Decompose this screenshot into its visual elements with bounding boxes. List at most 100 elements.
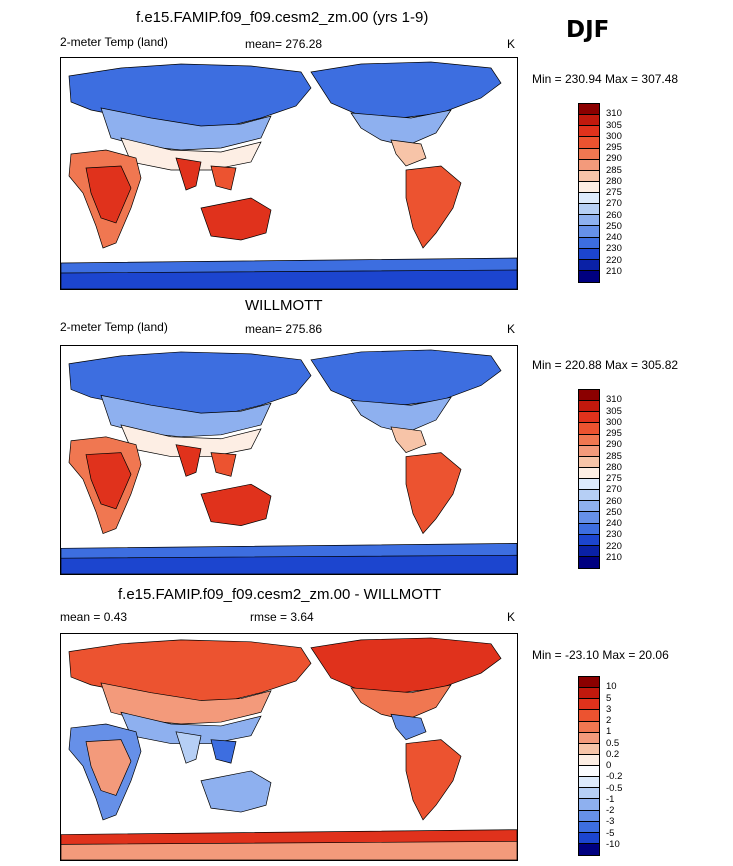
colorbar-swatch [579, 512, 599, 524]
colorbar-level-label: 305 [606, 119, 622, 131]
panel-2-minmax: Min = 220.88 Max = 305.82 [532, 358, 679, 372]
colorbar-swatch [579, 434, 599, 446]
colorbar-swatch [579, 754, 599, 766]
colorbar-swatch [579, 732, 599, 744]
colorbar-swatch [579, 501, 599, 513]
colorbar-swatch [579, 423, 599, 435]
colorbar-level-label: 0.2 [606, 748, 620, 760]
colorbar-swatch [579, 390, 599, 402]
colorbar-swatch [579, 137, 599, 149]
land-region [350, 396, 452, 434]
land-region [390, 713, 427, 741]
colorbar-swatch [579, 270, 599, 282]
land-region [120, 711, 262, 744]
land-region [85, 739, 132, 796]
land-region [350, 109, 452, 147]
colorbar-level-label: 5 [606, 692, 612, 704]
land-region [175, 444, 202, 477]
colorbar-level-label: 285 [606, 164, 622, 176]
colorbar-level-label: 290 [606, 439, 622, 451]
colorbar-level-label: -3 [606, 816, 615, 828]
land-region [310, 61, 502, 119]
colorbar-level-label: 270 [606, 484, 622, 496]
panel-1-units: K [507, 37, 516, 51]
colorbar-level-label: 220 [606, 540, 622, 552]
colorbar-level-label: 280 [606, 175, 622, 187]
colorbar-level-label: -1 [606, 793, 615, 805]
colorbar-swatch [579, 445, 599, 457]
colorbar-level-label: 230 [606, 243, 622, 255]
colorbar-swatch [579, 215, 599, 227]
colorbar-swatch [579, 412, 599, 424]
colorbar-swatch [579, 193, 599, 205]
colorbar-level-label: -0.5 [606, 782, 623, 794]
panel-1-mean-label: mean= 276.28 [245, 37, 323, 51]
colorbar-swatch [579, 204, 599, 216]
colorbar-level-label: 3 [606, 703, 612, 715]
land-region [405, 165, 462, 249]
colorbar-level-label: 310 [606, 108, 622, 120]
colorbar-level-label: -0.2 [606, 771, 623, 783]
colorbar-swatch [579, 159, 599, 171]
panel-3-map [60, 633, 518, 861]
colorbar-level-label: 270 [606, 198, 622, 210]
colorbar-level-label: 295 [606, 142, 622, 153]
colorbar-level-label: 275 [606, 473, 622, 484]
colorbar-level-label: 230 [606, 529, 622, 541]
colorbar-level-label: 275 [606, 187, 622, 198]
land-region [405, 452, 462, 535]
panel-2-variable-label: 2-meter Temp (land) [60, 320, 168, 334]
colorbar-swatch [579, 534, 599, 546]
colorbar-swatch [579, 777, 599, 789]
colorbar-swatch [579, 248, 599, 260]
colorbar-level-label: 310 [606, 394, 622, 406]
colorbar-level-label: 210 [606, 551, 622, 563]
colorbar-level-label: 220 [606, 254, 622, 266]
colorbar-swatch [579, 467, 599, 479]
panel-3-minmax: Min = -23.10 Max = 20.06 [532, 648, 669, 662]
land-region [405, 739, 462, 821]
colorbar-level-label: 210 [606, 265, 622, 277]
colorbar-swatch [579, 456, 599, 468]
panel-2-map [60, 345, 518, 575]
colorbar-level-label: 290 [606, 153, 622, 165]
colorbar-swatch [579, 843, 599, 855]
land-region [210, 165, 237, 191]
land-region [120, 424, 262, 457]
panel-1-title: f.e15.FAMIP.f09_f09.cesm2_zm.00 (yrs 1-9… [136, 9, 429, 26]
colorbar-level-label: 250 [606, 220, 622, 232]
colorbar-swatch [579, 721, 599, 733]
colorbar-swatch [579, 104, 599, 116]
panel-1-variable-label: 2-meter Temp (land) [60, 35, 168, 49]
colorbar-swatch [579, 259, 599, 271]
colorbar-level-label: -10 [606, 838, 620, 850]
colorbar-level-label: 305 [606, 405, 622, 417]
colorbar-swatch [579, 226, 599, 238]
colorbar-swatch [579, 115, 599, 127]
colorbar-swatch [579, 743, 599, 755]
colorbar-level-label: 0.5 [606, 737, 620, 749]
land-region [85, 165, 132, 224]
panel-2-units: K [507, 322, 516, 336]
panel-1-minmax: Min = 230.94 Max = 307.48 [532, 72, 679, 86]
land-region [390, 139, 427, 167]
colorbar-level-label: 240 [606, 518, 622, 529]
colorbar-level-label: 0 [606, 760, 612, 771]
colorbar-swatch [579, 832, 599, 844]
colorbar-level-label: 1 [606, 726, 612, 738]
land-region [61, 554, 517, 574]
colorbar-swatch [579, 148, 599, 160]
panel-3-colorbar [578, 676, 600, 856]
land-region [175, 731, 202, 764]
land-region [200, 197, 272, 241]
land-region [200, 770, 272, 813]
colorbar-swatch [579, 788, 599, 800]
colorbar-swatch [579, 479, 599, 491]
land-region [120, 137, 262, 171]
panel-3-rmse-label: rmse = 3.64 [250, 610, 314, 624]
colorbar-level-label: 2 [606, 715, 612, 726]
land-region [85, 452, 132, 510]
colorbar-swatch [579, 699, 599, 711]
land-region [200, 483, 272, 526]
land-region [310, 349, 502, 406]
